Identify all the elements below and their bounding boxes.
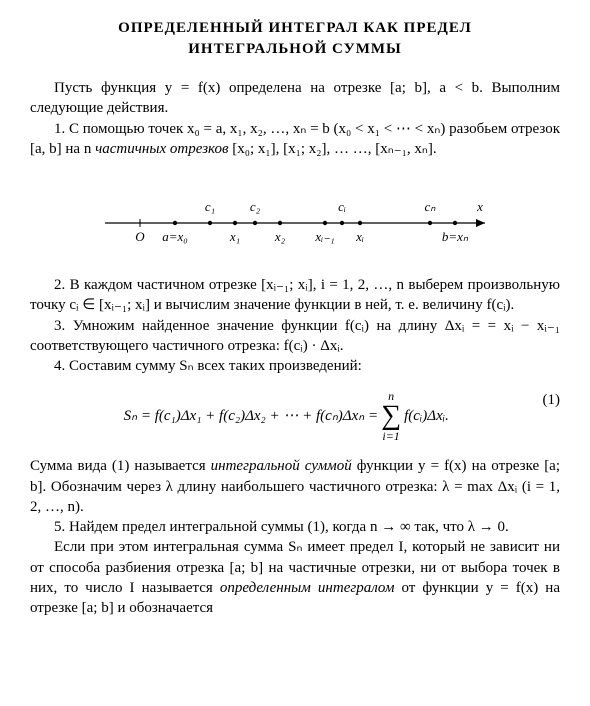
svg-text:cₙ: cₙ	[425, 199, 437, 214]
sum-paragraph: Сумма вида (1) называется интегральной с…	[30, 456, 560, 517]
svg-text:c₁: c₁	[205, 199, 215, 214]
svg-text:c₂: c₂	[250, 199, 261, 214]
svg-text:x: x	[476, 199, 483, 214]
svg-text:cᵢ: cᵢ	[338, 199, 346, 214]
page-title: ОПРЕДЕЛЕННЫЙ ИНТЕГРАЛ КАК ПРЕДЕЛ ИНТЕГРА…	[30, 18, 560, 60]
sum-bottom: i=1	[382, 430, 399, 442]
step-3: 3. Умножим найденное значение функции f(…	[30, 316, 560, 357]
title-line-1: ОПРЕДЕЛЕННЫЙ ИНТЕГРАЛ КАК ПРЕДЕЛ	[118, 20, 472, 36]
equation-number: (1)	[543, 390, 561, 410]
svg-text:a=x₀: a=x₀	[162, 229, 188, 244]
step-1: 1. С помощью точек x₀ = a, x₁, x₂, …, xₙ…	[30, 119, 560, 160]
svg-text:xᵢ₋₁: xᵢ₋₁	[314, 229, 334, 244]
svg-text:O: O	[135, 229, 145, 244]
integral-sum-formula: (1) Sₙ = f(c₁)Δx₁ + f(c₂)Δx₂ + ⋯ + f(cₙ)…	[30, 390, 560, 442]
intro-paragraph: Пусть функция y = f(x) определена на отр…	[30, 78, 560, 119]
step-1-b: [x₀; x₁], [x₁; x₂], … …, [xₙ₋₁, xₙ].	[229, 141, 437, 157]
step-2: 2. В каждом частичном отрезке [xᵢ₋₁; xᵢ]…	[30, 275, 560, 316]
svg-text:x₂: x₂	[274, 229, 286, 244]
last-para-em: определенным интегралом	[220, 580, 395, 596]
sigma-symbol: n ∑ i=1	[381, 390, 401, 442]
formula-summand: f(cᵢ)Δxᵢ.	[404, 406, 449, 426]
step-5: 5. Найдем предел интегральной суммы (1),…	[30, 517, 560, 537]
step-4: 4. Составим сумму Sₙ всех таких произвед…	[30, 356, 560, 376]
title-line-2: ИНТЕГРАЛЬНОЙ СУММЫ	[188, 41, 402, 57]
formula-lhs: Sₙ = f(c₁)Δx₁ + f(c₂)Δx₂ + ⋯ + f(cₙ)Δxₙ …	[124, 406, 378, 426]
step-1-em: частичных отрезков	[95, 141, 228, 157]
last-paragraph: Если при этом интегральная сумма Sₙ имее…	[30, 537, 560, 618]
number-line-diagram: Oa=x₀ c₁ x₁ c₂ x₂ cᵢ xᵢ₋₁ xᵢ cₙ b=xₙ x	[85, 181, 505, 251]
svg-text:x₁: x₁	[229, 229, 240, 244]
sum-para-em: интегральной суммой	[211, 458, 352, 474]
svg-text:xᵢ: xᵢ	[355, 229, 364, 244]
sum-para-a: Сумма вида (1) называется	[30, 458, 211, 474]
svg-text:b=xₙ: b=xₙ	[442, 229, 469, 244]
